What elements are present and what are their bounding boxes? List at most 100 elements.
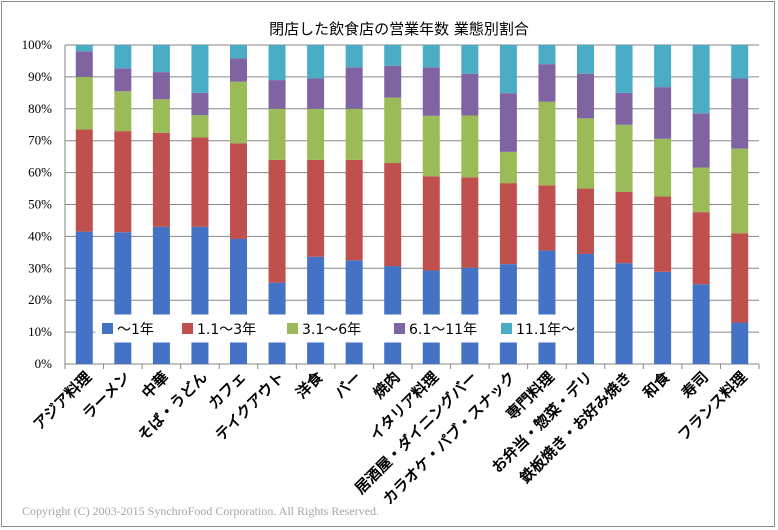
bar-segment bbox=[75, 76, 93, 130]
y-tick-label: 10% bbox=[28, 324, 52, 339]
bar-segment bbox=[577, 45, 594, 74]
bar-segment bbox=[384, 97, 402, 164]
bar-segment bbox=[499, 151, 517, 184]
bar-segment bbox=[577, 188, 594, 254]
bar-segment bbox=[538, 250, 556, 364]
bar-segment bbox=[152, 99, 170, 133]
bar-segment bbox=[152, 45, 170, 73]
bar-segment bbox=[345, 260, 363, 364]
bar-segment bbox=[692, 45, 710, 114]
bar-segment bbox=[345, 108, 363, 160]
bar-segment bbox=[731, 322, 749, 364]
y-tick-label: 30% bbox=[28, 260, 52, 275]
bar-segment bbox=[75, 51, 93, 77]
legend-swatch bbox=[102, 323, 113, 334]
bar-segment bbox=[75, 45, 93, 52]
bar-segment bbox=[268, 80, 286, 109]
bar-segment bbox=[692, 113, 710, 168]
bar-segment bbox=[577, 253, 594, 364]
bar-segment bbox=[307, 108, 325, 160]
bar-segment bbox=[114, 45, 132, 69]
bar-segment bbox=[499, 183, 517, 265]
bar-segment bbox=[538, 185, 556, 251]
legend-label: ～1年 bbox=[117, 322, 154, 338]
y-tick-label: 100% bbox=[22, 37, 53, 52]
bar-segment bbox=[692, 212, 710, 285]
x-category-label: フランス料理 bbox=[674, 368, 750, 444]
bar-segment bbox=[654, 87, 672, 139]
y-tick-label: 70% bbox=[28, 133, 52, 148]
y-tick-label: 0% bbox=[35, 356, 53, 371]
x-category-label: 焼肉 bbox=[370, 368, 404, 402]
bar-segment bbox=[499, 45, 517, 94]
legend-swatch bbox=[394, 323, 405, 334]
bar-segment bbox=[230, 58, 247, 82]
bar-segment bbox=[307, 256, 325, 364]
bar-segment bbox=[538, 64, 556, 102]
legend-label: 1.1～3年 bbox=[197, 322, 256, 338]
bar-segment bbox=[345, 45, 363, 68]
y-tick-label: 50% bbox=[28, 197, 52, 212]
bar-segment bbox=[345, 159, 363, 261]
bar-segment bbox=[191, 226, 209, 364]
bar-segment bbox=[268, 108, 286, 160]
bar-segment bbox=[307, 78, 325, 109]
bar-segment bbox=[230, 238, 247, 364]
bar-segment bbox=[499, 93, 517, 152]
bar-segment bbox=[615, 124, 633, 192]
bar-segment bbox=[615, 92, 633, 125]
bar-segment bbox=[307, 159, 325, 257]
bar-segment bbox=[114, 68, 132, 92]
bar-segment bbox=[461, 115, 479, 178]
legend-label: 3.1～6年 bbox=[302, 322, 361, 338]
bar-segment bbox=[731, 148, 749, 234]
bar-segment bbox=[461, 73, 479, 116]
chart-title: 閉店した飲食店の営業年数 業態別割合 bbox=[269, 20, 529, 38]
bar-segment bbox=[654, 45, 672, 88]
y-tick-label: 40% bbox=[28, 228, 52, 243]
legend-swatch bbox=[501, 323, 512, 334]
bar-segment bbox=[654, 138, 672, 197]
bar-segment bbox=[191, 92, 209, 116]
bar-segment bbox=[384, 163, 402, 267]
bar-segment bbox=[538, 45, 556, 65]
bar-segment bbox=[75, 231, 93, 364]
x-category-label: バー bbox=[331, 368, 365, 402]
bar-segment bbox=[345, 67, 363, 109]
x-category-label: 中華 bbox=[138, 368, 172, 402]
bar-segment bbox=[422, 176, 440, 271]
bar-segment bbox=[114, 131, 132, 233]
bar-segment bbox=[654, 196, 672, 272]
y-tick-label: 20% bbox=[28, 292, 52, 307]
x-category-label: 洋食 bbox=[292, 367, 327, 402]
bar-segment bbox=[152, 226, 170, 364]
bar-segment bbox=[152, 132, 170, 227]
bar-segment bbox=[384, 45, 402, 66]
bar-segment bbox=[731, 45, 749, 79]
legend-box bbox=[95, 314, 577, 343]
x-category-label: 和食 bbox=[639, 367, 674, 402]
x-category-label: そば・うどん bbox=[134, 368, 210, 444]
legend-label: 11.1年～ bbox=[516, 322, 575, 338]
x-category-label: アジア料理 bbox=[30, 368, 95, 433]
y-tick-label: 60% bbox=[28, 165, 52, 180]
bar-segment bbox=[152, 72, 170, 100]
bar-segment bbox=[577, 118, 594, 189]
bar-segment bbox=[422, 67, 440, 116]
bar-segment bbox=[114, 232, 132, 364]
bar-segment bbox=[230, 81, 247, 144]
bar-segment bbox=[615, 191, 633, 264]
bar-segment bbox=[692, 167, 710, 213]
copyright-text: Copyright (C) 2003-2015 SynchroFood Corp… bbox=[22, 504, 379, 518]
bar-segment bbox=[422, 45, 440, 68]
y-tick-label: 80% bbox=[28, 101, 52, 116]
bar-segment bbox=[307, 45, 325, 79]
bar-segment bbox=[191, 137, 209, 227]
bar-segment bbox=[615, 263, 633, 364]
x-category-label: 寿司 bbox=[678, 368, 712, 402]
bar-segment bbox=[461, 45, 479, 74]
y-tick-label: 90% bbox=[28, 69, 52, 84]
bar-segment bbox=[191, 45, 209, 93]
